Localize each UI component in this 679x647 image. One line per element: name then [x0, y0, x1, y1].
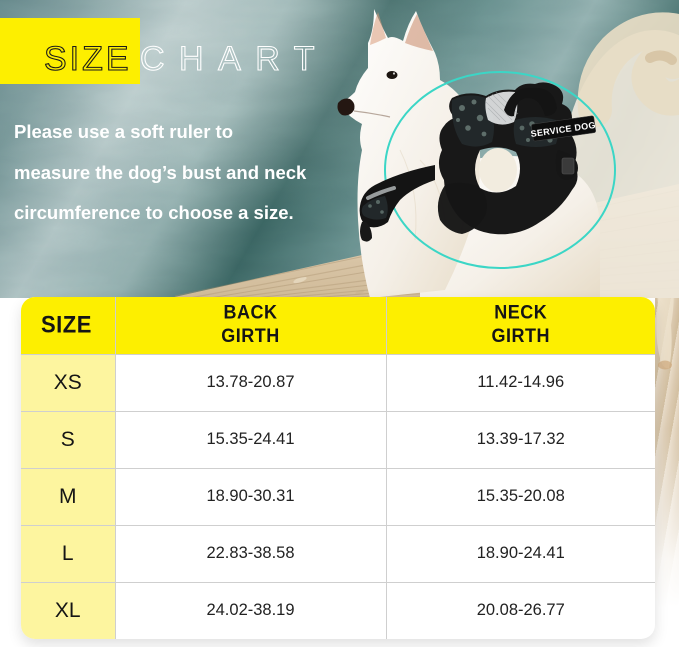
svg-text:CHART: CHART	[140, 40, 329, 78]
svg-text:SIZE: SIZE	[44, 40, 132, 78]
